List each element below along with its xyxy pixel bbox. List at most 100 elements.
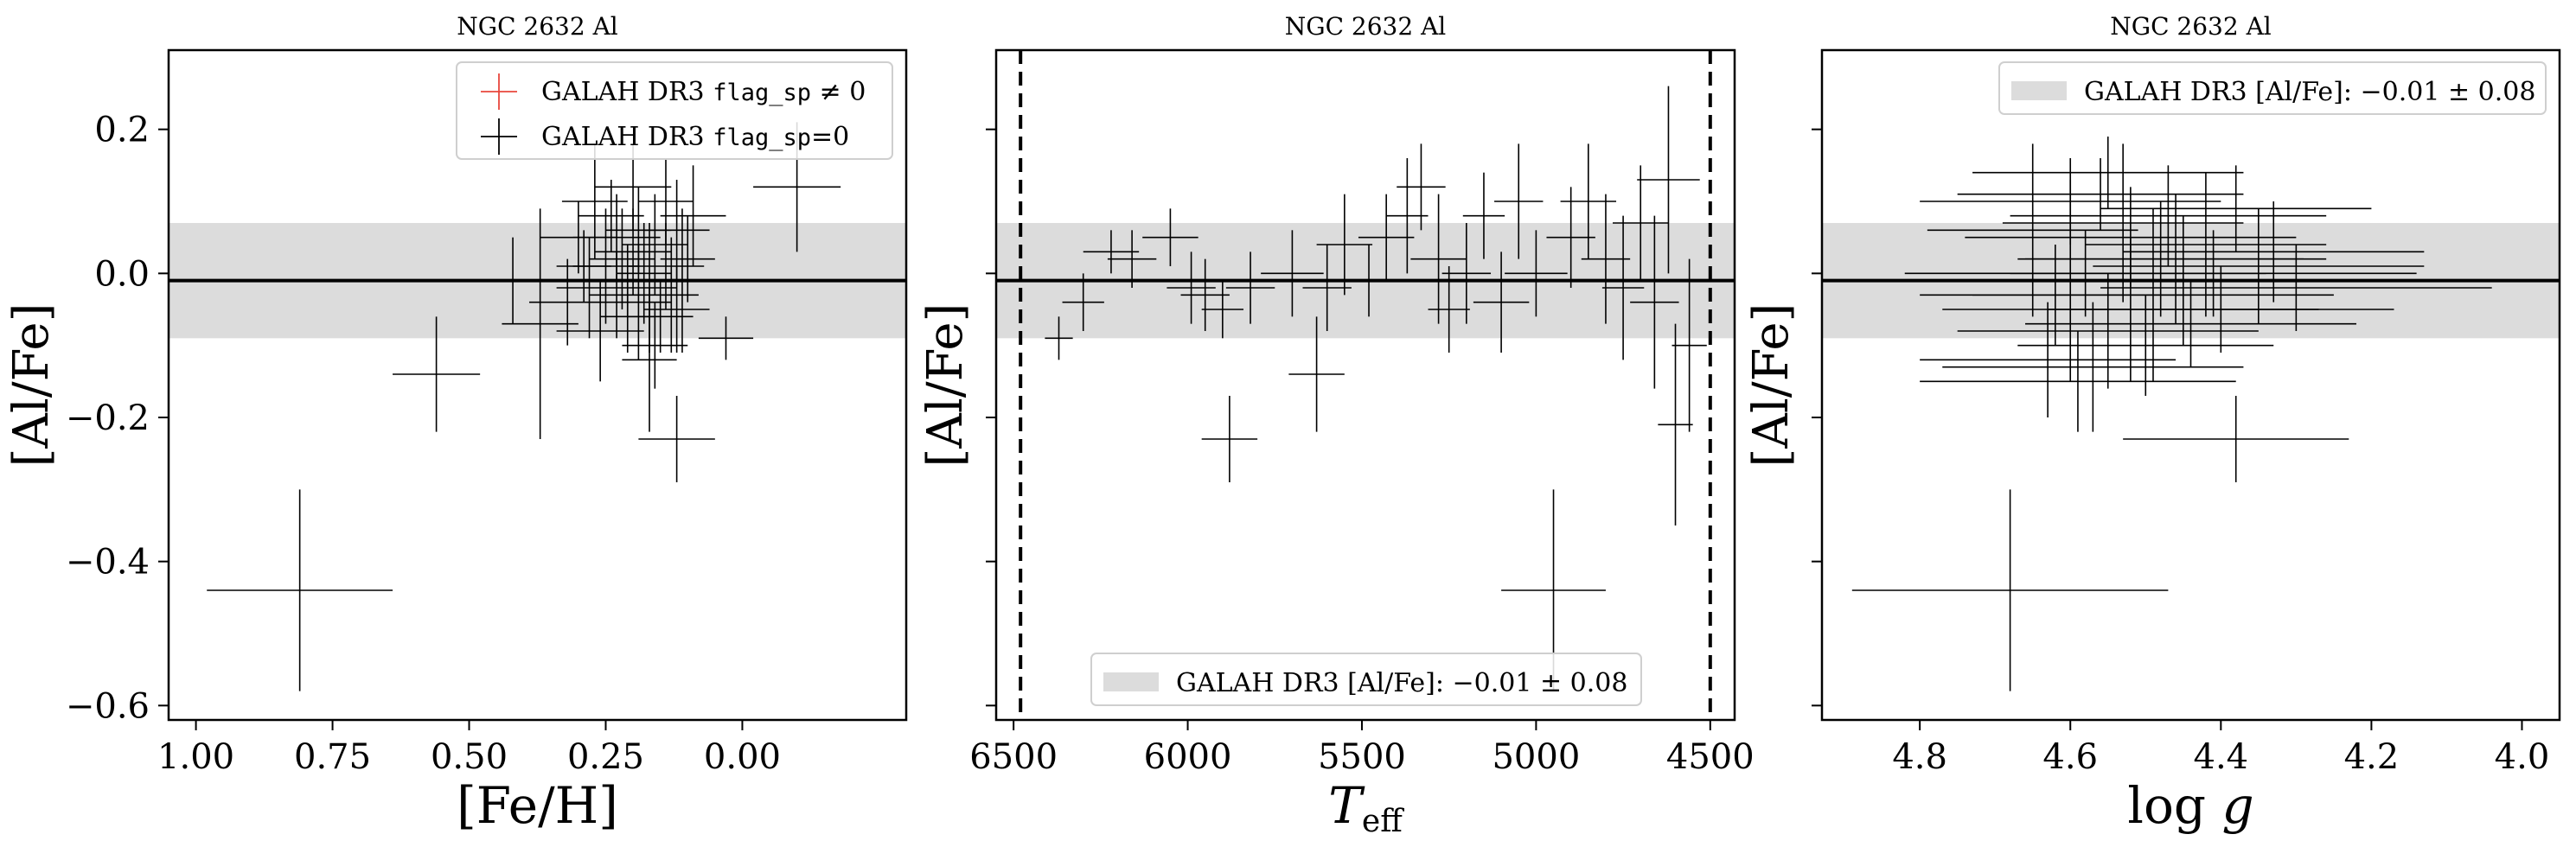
panel-teff: 6500 6000 5500 5000 4500 NGC 2632 Al Teff [A… (917, 12, 1755, 839)
data-point (617, 223, 672, 324)
data-point (1344, 245, 1394, 317)
plus-marker-icon (481, 118, 517, 155)
x-tick-label: 0.00 (704, 737, 781, 777)
legend: GALAH DR3 [Al/Fe]: −0.01 ± 0.08 (1090, 653, 1642, 706)
band-patch-icon (2011, 81, 2067, 100)
data-point (1473, 252, 1530, 353)
data-point (1142, 208, 1199, 266)
data-point (660, 165, 726, 266)
data-point (1920, 302, 2176, 417)
data-point (1045, 316, 1073, 360)
data-point (2010, 230, 2417, 317)
data-point (1920, 331, 2236, 432)
data-point (1505, 230, 1568, 317)
data-point (1201, 396, 1258, 482)
data-point (1560, 143, 1617, 259)
data-point (1062, 273, 1104, 331)
data-point (1601, 215, 1645, 360)
x-tick-label: 1.00 (157, 737, 234, 777)
data-point (1658, 323, 1693, 525)
data-point (605, 187, 672, 274)
data-point (1957, 158, 2244, 231)
data-point (1494, 143, 1544, 259)
y-tick-label: −0.2 (66, 398, 150, 438)
x-tick-label: 0.75 (294, 737, 371, 777)
data-point (1167, 252, 1216, 324)
data-point (1927, 143, 2138, 317)
data-point (1428, 266, 1470, 353)
data-point (1302, 245, 1352, 331)
data-point (2025, 194, 2327, 324)
axes-frame (1820, 48, 2561, 722)
panel-title: NGC 2632 Al (2110, 12, 2272, 41)
x-tick-label: 5000 (1492, 737, 1580, 777)
x-axis-label: log g (2127, 776, 2253, 835)
data-point (1972, 208, 2334, 382)
data-point (1462, 172, 1505, 259)
legend: GALAH DR3 [Al/Fe]: −0.01 ± 0.08 (1998, 61, 2547, 115)
y-tick-label: −0.6 (66, 686, 150, 726)
data-point (649, 208, 715, 353)
data-point (529, 258, 606, 346)
data-point (502, 208, 578, 439)
data-point (1261, 230, 1324, 317)
data-point (572, 194, 661, 281)
data-point (2085, 172, 2327, 317)
data-point (1637, 86, 1700, 274)
data-point (1288, 316, 1345, 432)
data-point (638, 396, 715, 482)
data-point (1613, 165, 1669, 281)
data-point (643, 266, 710, 353)
data-point (600, 280, 655, 353)
data-point (207, 489, 393, 691)
panel-title: NGC 2632 Al (457, 12, 618, 41)
y-axis-label: [Al/Fe] (3, 303, 60, 468)
data-point (1972, 137, 2244, 209)
legend-label: GALAH DR3 flag_sp=0 (541, 122, 849, 152)
data-point (1410, 194, 1467, 324)
band-patch-icon (1103, 672, 1159, 691)
axes-frame (167, 48, 908, 722)
x-tick-label: 0.25 (567, 737, 644, 777)
data-point (1441, 223, 1492, 324)
legend-entry-flagged: GALAH DR3 flag_sp ≠ 0 (481, 73, 866, 110)
x-axis-label: Teff (1328, 776, 1404, 839)
data-point (1358, 194, 1415, 281)
legend-entry-band: GALAH DR3 [Al/Fe]: −0.01 ± 0.08 (1103, 668, 1627, 698)
data-point (1942, 237, 2319, 382)
data-point (1927, 180, 2214, 382)
data-point (1225, 252, 1275, 324)
panel-title: NGC 2632 Al (1285, 12, 1447, 41)
y-tick-label: 0.0 (94, 254, 150, 294)
data-point (2017, 295, 2274, 396)
x-tick-label: 4.8 (1892, 737, 1947, 777)
x-tick-label: 5500 (1318, 737, 1406, 777)
data-point (1397, 143, 1446, 231)
x-tick-label: 0.50 (431, 737, 508, 777)
x-tick-label: 4.0 (2495, 737, 2550, 777)
data-point (556, 280, 644, 382)
y-axis-label: [Al/Fe] (1743, 303, 1799, 468)
data-point (698, 316, 754, 360)
x-tick-label: 4.2 (2344, 737, 2400, 777)
panel-logg: 4.8 4.6 4.4 4.2 4.0 NGC 2632 Al log g [Al/Fe… (1743, 12, 2561, 835)
legend: GALAH DR3 flag_sp ≠ 0 GALAH DR3 flag_sp=… (456, 61, 893, 160)
legend-label: GALAH DR3 [Al/Fe]: −0.01 ± 0.08 (2084, 77, 2535, 107)
data-point (2123, 396, 2349, 482)
data-point (2123, 201, 2425, 302)
data-point (1107, 230, 1157, 288)
data-point (1316, 194, 1373, 296)
data-point (1630, 215, 1679, 389)
plus-marker-icon (481, 73, 517, 110)
data-point (2002, 143, 2244, 302)
y-axis-label: [Al/Fe] (917, 303, 974, 468)
data-point (2100, 165, 2372, 252)
data-point (1581, 194, 1631, 324)
x-tick-label: 4500 (1666, 737, 1755, 777)
data-point (643, 237, 699, 353)
legend-label: GALAH DR3 [Al/Fe]: −0.01 ± 0.08 (1176, 668, 1627, 698)
y-tick-label: −0.4 (66, 543, 150, 583)
y-tick-label: 0.2 (94, 111, 150, 150)
data-point (1672, 258, 1707, 432)
